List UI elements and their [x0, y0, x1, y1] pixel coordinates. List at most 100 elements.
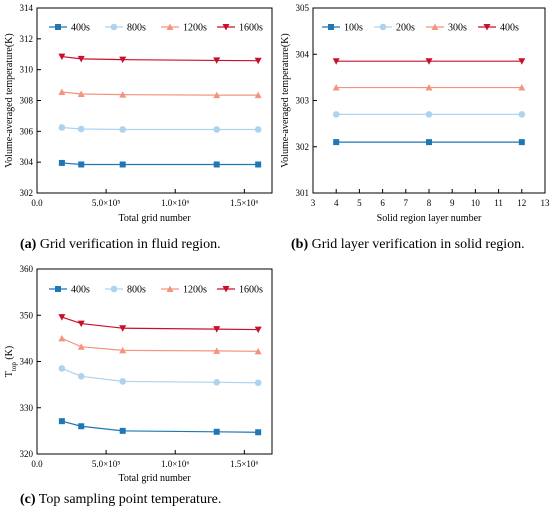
data-point: [77, 125, 85, 133]
data-point: [58, 365, 66, 372]
y-axis-label: Volume-averaged temperature(K): [280, 33, 291, 167]
plot-frame: [36, 7, 273, 194]
x-tick-label: 1.0×10⁶: [161, 198, 189, 208]
legend-entry-200s: 200s: [374, 23, 415, 34]
series-400s: [332, 58, 526, 65]
plot-frame: [312, 7, 546, 194]
data-point: [77, 320, 85, 328]
y-axis-label: Volume-averaged temperature(K): [4, 33, 15, 167]
x-tick-label: 0.0: [31, 459, 43, 469]
caption-text: Top sampling point temperature.: [36, 492, 222, 507]
series-1200s: [58, 88, 262, 99]
x-tick-label: 1.0×10⁶: [161, 459, 189, 469]
series-800s: [58, 365, 262, 387]
legend-marker: [222, 286, 230, 293]
legend-entry-1200s: 1200s: [161, 285, 207, 296]
y-tick-label: 304: [296, 49, 310, 59]
legend-label: 800s: [127, 23, 146, 34]
y-tick-label: 310: [20, 65, 34, 75]
y-tick-label: 301: [296, 188, 310, 198]
legend-label: 400s: [71, 285, 90, 296]
legend-entry-1200s: 1200s: [161, 23, 207, 34]
legend-marker: [55, 24, 61, 30]
data-point: [119, 427, 126, 434]
data-point: [213, 347, 221, 354]
legend-marker: [55, 286, 61, 292]
data-point: [213, 379, 221, 386]
x-tick-label: 12: [517, 198, 526, 208]
series-400s: [58, 418, 262, 436]
legend-label: 300s: [448, 23, 467, 34]
legend-marker: [222, 24, 230, 31]
legend-label: 1600s: [239, 285, 263, 296]
data-point: [518, 111, 526, 118]
data-point: [518, 58, 526, 65]
series-line: [61, 367, 259, 384]
legend-marker: [379, 23, 387, 31]
data-point: [77, 90, 85, 98]
legend-marker: [166, 285, 174, 292]
y-tick-label: 303: [296, 96, 310, 106]
chart-panel-b: 3 4 5 6 7 8 9 10 11 12 13 301 302 303 304 305 Solid regi…: [280, 3, 550, 252]
chart-panel-a: 0.0 5.0×10⁵ 1.0×10⁶ 1.5×10⁶ 302 304 306 308 310 3…: [4, 3, 273, 252]
data-point: [254, 91, 262, 99]
figure-caption: (a) Grid verification in fluid region.: [20, 237, 221, 252]
x-tick-label: 5.0×10⁵: [92, 459, 120, 469]
series-200s: [332, 111, 526, 118]
x-tick-label: 8: [427, 198, 432, 208]
x-tick-label: 1.5×10⁶: [230, 198, 258, 208]
caption-text: Grid layer verification in solid region.: [308, 237, 525, 252]
data-point: [119, 346, 127, 354]
data-point: [213, 57, 221, 64]
plot-frame: [36, 268, 273, 455]
series-line: [61, 55, 259, 62]
y-tick-label: 302: [20, 188, 34, 198]
data-point: [518, 139, 525, 146]
y-tick-label: 312: [20, 34, 34, 44]
data-point: [332, 58, 340, 65]
caption-label: (c): [20, 492, 36, 507]
data-point: [58, 418, 65, 425]
x-tick-label: 3: [311, 198, 316, 208]
legend-label: 1200s: [183, 285, 207, 296]
legend-marker: [110, 285, 118, 293]
legend-label: 100s: [344, 23, 363, 34]
data-point: [77, 343, 85, 350]
series-line: [61, 91, 259, 96]
data-point: [425, 111, 433, 118]
data-point: [58, 88, 66, 96]
data-point: [255, 429, 262, 436]
series-line: [61, 420, 259, 433]
legend-marker: [166, 23, 174, 30]
x-tick-label: 9: [450, 198, 455, 208]
data-point: [119, 56, 127, 64]
data-point: [426, 139, 432, 146]
y-tick-label: 306: [20, 126, 34, 136]
data-point: [254, 57, 262, 65]
data-point: [119, 91, 127, 98]
legend-entry-800s: 800s: [105, 23, 146, 34]
y-tick-label: 320: [20, 449, 34, 459]
series-1600s: [58, 53, 262, 65]
data-point: [58, 159, 65, 166]
figure-caption: (c) Top sampling point temperature.: [20, 492, 221, 507]
x-tick-label: 1.5×10⁶: [230, 459, 258, 469]
data-point: [77, 55, 85, 63]
x-axis-label: Total grid number: [118, 473, 191, 484]
data-point: [77, 373, 85, 380]
caption-label: (b): [291, 237, 308, 252]
data-point: [58, 314, 66, 321]
legend-entry-400s: 400s: [49, 23, 90, 34]
data-point: [254, 379, 262, 387]
legend-entry-100s: 100s: [322, 23, 363, 34]
series-line: [61, 316, 259, 331]
data-point: [213, 91, 221, 99]
figure-caption: (b) Grid layer verification in solid reg…: [291, 237, 525, 252]
data-point: [518, 84, 526, 91]
series-400s: [58, 159, 262, 168]
legend-entry-400s: 400s: [478, 23, 519, 34]
x-tick-label: 7: [404, 198, 409, 208]
data-point: [332, 84, 340, 91]
x-axis-label: Total grid number: [118, 213, 191, 224]
